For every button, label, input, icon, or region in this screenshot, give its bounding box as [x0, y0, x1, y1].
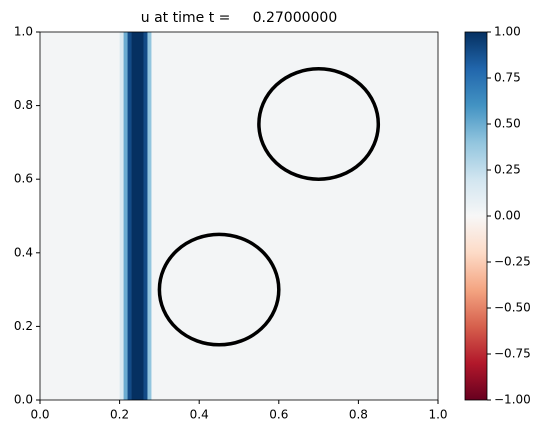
heatmap-cell [119, 32, 124, 400]
x-tick-label: 0.4 [190, 408, 209, 422]
heatmap-cell [131, 32, 144, 400]
heatmap-cell [147, 32, 152, 400]
y-tick-label: 0.0 [14, 393, 33, 407]
x-tick-label: 0.2 [110, 408, 129, 422]
heatmap-cell [143, 32, 148, 400]
y-tick-label: 0.2 [14, 319, 33, 333]
colorbar-tick-label: −1.00 [494, 393, 531, 407]
circle [257, 67, 381, 181]
colorbar-tick-label: −0.75 [494, 347, 531, 361]
y-tick-label: 1.0 [14, 25, 33, 39]
heatmap-cell [127, 32, 132, 400]
y-tick-label: 0.4 [14, 245, 33, 259]
x-tick-label: 1.0 [428, 408, 447, 422]
colorbar-tick-label: 0.75 [494, 71, 521, 85]
colorbar-tick-label: 0.25 [494, 163, 521, 177]
heatmap-cell [40, 32, 120, 400]
x-tick-label: 0.8 [349, 408, 368, 422]
colorbar-tick-label: −0.25 [494, 255, 531, 269]
colorbar-tick-label: 0.50 [494, 117, 521, 131]
colorbar-tick-label: −0.50 [494, 301, 531, 315]
heatmap-cell [151, 32, 439, 400]
x-tick-label: 0.0 [30, 408, 49, 422]
colorbar [464, 31, 488, 401]
chart-title: u at time t = 0.27000000 [141, 10, 337, 26]
colorbar-tick-label: 1.00 [494, 25, 521, 39]
circle [157, 232, 281, 347]
y-tick-label: 0.8 [14, 98, 33, 112]
y-tick-label: 0.6 [14, 172, 33, 186]
colorbar-tick-label: 0.00 [494, 209, 521, 223]
heatmap-cell [123, 32, 128, 400]
plot-frame [39, 31, 439, 401]
x-tick-label: 0.6 [269, 408, 288, 422]
